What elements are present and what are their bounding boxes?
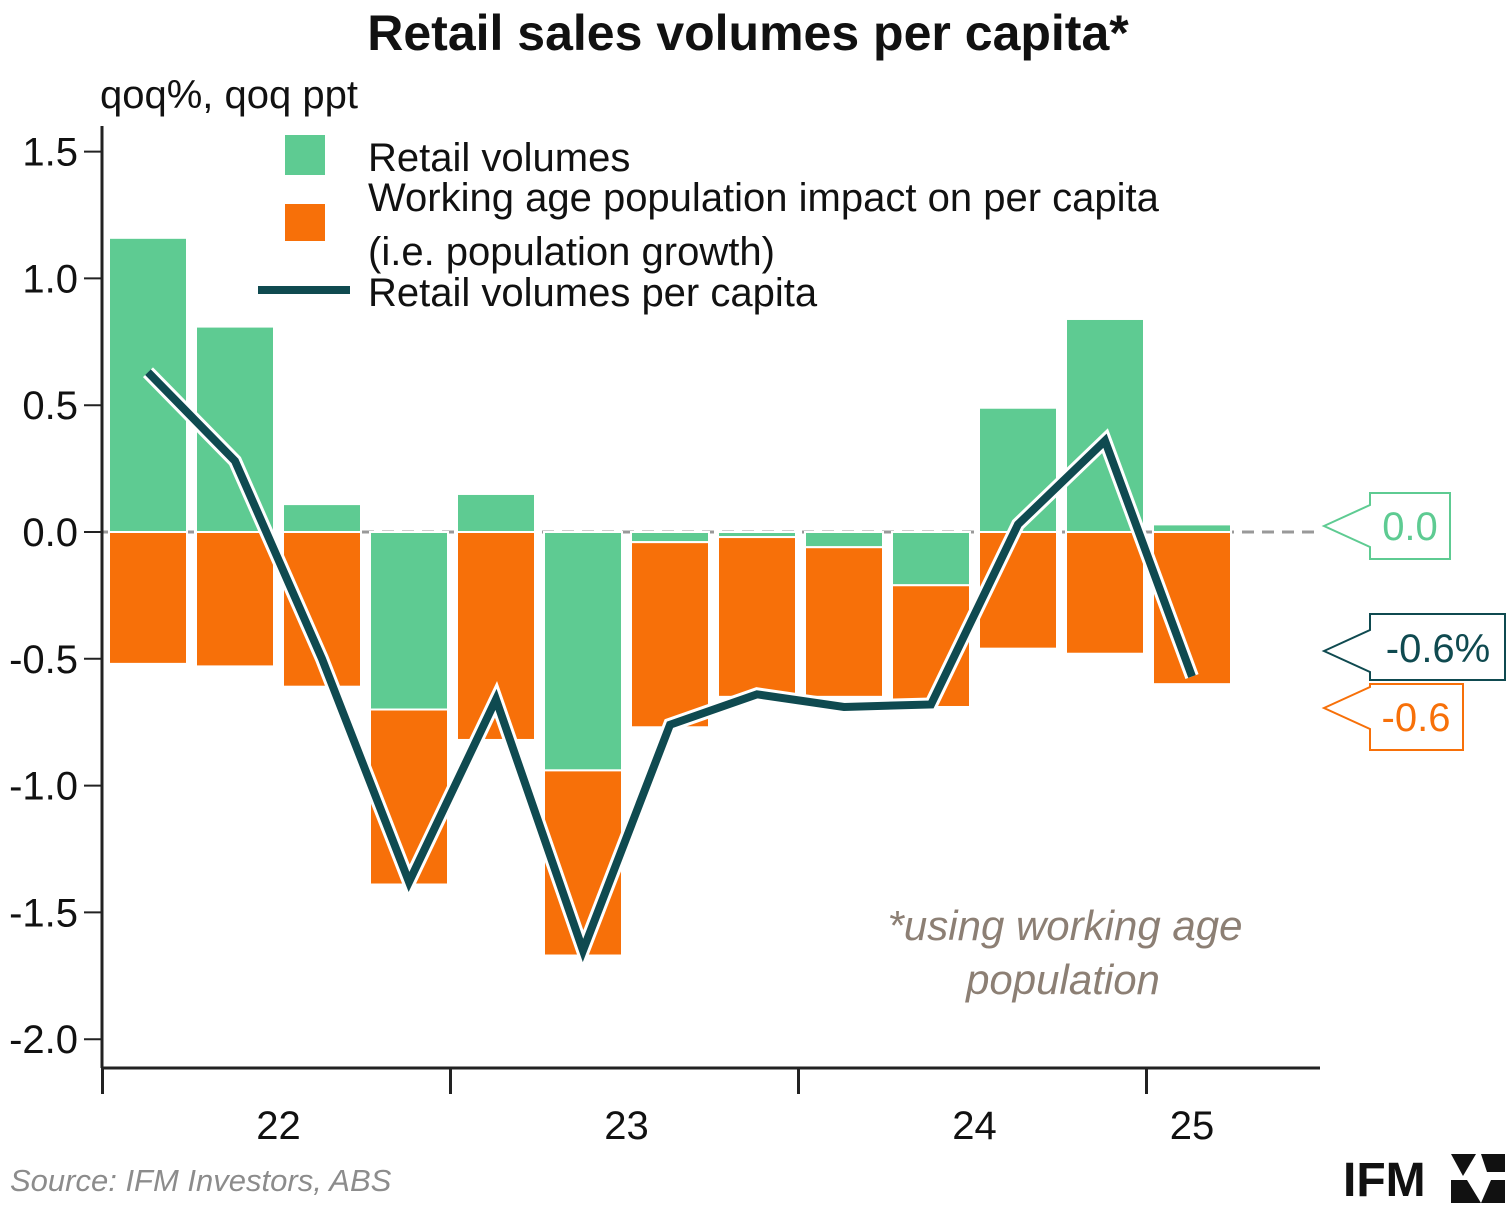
y-tick-label: -1.5 [9, 891, 78, 935]
bar-retail-volumes [369, 531, 449, 711]
bar-retail-volumes [978, 406, 1058, 533]
x-ticks: 22 23 24 25 [101, 1068, 1215, 1148]
callout-population-impact: -0.6 [1321, 683, 1464, 751]
callout-population-impact-label: -0.6 [1382, 696, 1451, 740]
x-tick-label: 23 [604, 1104, 649, 1148]
y-tick-label: 0.5 [22, 384, 78, 428]
y-tick-label: -0.5 [9, 638, 78, 682]
y-tick-label: 1.0 [22, 257, 78, 301]
callout-per-capita-label: -0.6% [1386, 627, 1491, 671]
bar-population-impact [804, 546, 884, 698]
bar-retail-volumes [108, 236, 188, 533]
bar-retail-volumes [282, 503, 362, 534]
source-note: Source: IFM Investors, ABS [10, 1163, 392, 1198]
bars-layer [108, 236, 1232, 957]
bar-population-impact [630, 541, 710, 729]
working-age-note-line1: *using working age [888, 902, 1243, 949]
ifm-logo-mark-icon [1451, 1154, 1505, 1203]
bar-population-impact [717, 536, 797, 698]
callout-per-capita-box [1321, 613, 1506, 681]
legend-label-per-capita: Retail volumes per capita [368, 271, 818, 315]
callout-population-impact-box [1321, 683, 1464, 751]
bar-retail-volumes [543, 531, 623, 772]
bar-retail-volumes [456, 492, 536, 533]
x-tick-label: 25 [1170, 1104, 1215, 1148]
callout-retail-volumes-label: 0.0 [1382, 505, 1438, 549]
ifm-logo-text: IFM [1343, 1154, 1426, 1207]
y-tick-label: -2.0 [9, 1018, 78, 1062]
bar-retail-volumes [804, 531, 884, 549]
ifm-logo: IFM [1343, 1154, 1505, 1207]
legend-swatch-population-impact [285, 204, 325, 241]
y-tick-label: -1.0 [9, 765, 78, 809]
axes [100, 126, 1320, 1070]
bar-population-impact [108, 531, 188, 665]
callout-retail-volumes: 0.0 [1321, 492, 1451, 560]
line-layer [143, 367, 1199, 971]
y-axis-unit-label: qoq%, qoq ppt [100, 73, 358, 117]
x-tick-label: 24 [952, 1104, 997, 1148]
y-ticks: 1.5 1.0 0.5 0.0 -0.5 -1.0 -1.5 -2.0 [9, 131, 102, 1062]
legend-swatch-retail-volumes [285, 135, 325, 175]
legend-label-population-impact-line2: (i.e. population growth) [368, 230, 775, 274]
bar-retail-volumes [630, 531, 710, 544]
bar-retail-volumes [1152, 523, 1232, 534]
legend-label-population-impact: Working age population impact on per cap… [368, 176, 1160, 220]
callout-retail-volumes-box [1321, 492, 1451, 560]
y-tick-label: 0.0 [22, 511, 78, 555]
bar-population-impact [1065, 531, 1145, 655]
per-capita-line [145, 369, 1196, 963]
chart-title: Retail sales volumes per capita* [367, 5, 1129, 61]
working-age-note-line2: population [964, 956, 1160, 1003]
bar-retail-volumes [891, 531, 971, 587]
x-tick-label: 22 [256, 1104, 301, 1148]
legend-label-retail-volumes: Retail volumes [368, 136, 630, 180]
y-tick-label: 1.5 [22, 131, 78, 175]
bar-population-impact [195, 531, 275, 668]
legend: Retail volumes Working age population im… [258, 135, 1160, 315]
callout-per-capita: -0.6% [1321, 613, 1506, 681]
